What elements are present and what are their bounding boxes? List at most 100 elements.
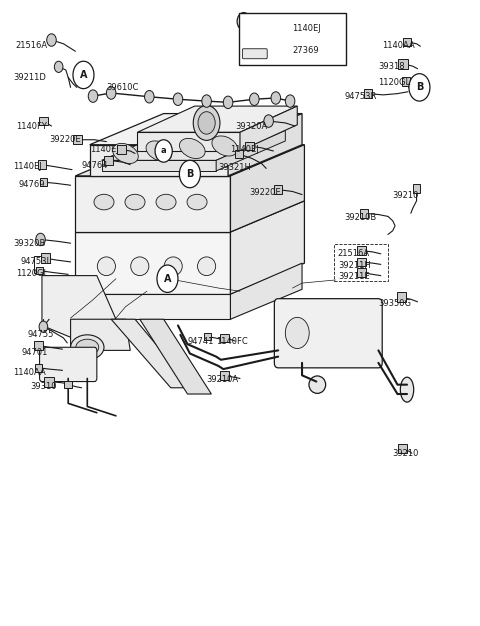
Text: 39210B: 39210B	[344, 213, 376, 222]
FancyBboxPatch shape	[37, 160, 46, 169]
Ellipse shape	[309, 376, 325, 393]
FancyBboxPatch shape	[360, 209, 368, 218]
Ellipse shape	[94, 194, 114, 210]
Polygon shape	[230, 263, 302, 319]
Text: a: a	[161, 146, 167, 155]
Circle shape	[271, 92, 281, 104]
FancyBboxPatch shape	[242, 49, 267, 59]
Ellipse shape	[97, 257, 116, 275]
Circle shape	[223, 96, 233, 108]
FancyBboxPatch shape	[402, 77, 410, 86]
Polygon shape	[42, 275, 116, 344]
Text: 39321H: 39321H	[218, 163, 252, 172]
Polygon shape	[137, 132, 240, 151]
Text: 1120GL: 1120GL	[378, 78, 410, 87]
Circle shape	[36, 233, 45, 245]
Circle shape	[250, 93, 259, 105]
FancyBboxPatch shape	[274, 185, 282, 194]
FancyBboxPatch shape	[36, 267, 43, 274]
Text: 94741: 94741	[188, 337, 214, 346]
Polygon shape	[230, 201, 304, 294]
Text: 1140AA: 1140AA	[382, 41, 415, 49]
Text: 1140AA: 1140AA	[13, 367, 46, 377]
FancyBboxPatch shape	[117, 145, 126, 154]
FancyBboxPatch shape	[235, 150, 243, 158]
FancyBboxPatch shape	[44, 377, 54, 386]
FancyBboxPatch shape	[40, 254, 50, 263]
Text: 39210A: 39210A	[206, 375, 239, 384]
FancyBboxPatch shape	[220, 334, 229, 342]
Polygon shape	[71, 319, 130, 351]
FancyBboxPatch shape	[64, 381, 72, 388]
Polygon shape	[83, 294, 230, 319]
FancyBboxPatch shape	[34, 341, 43, 350]
Text: 94769: 94769	[18, 180, 45, 189]
Text: 1140FY: 1140FY	[16, 121, 47, 131]
Ellipse shape	[400, 377, 414, 402]
FancyBboxPatch shape	[73, 135, 82, 144]
Polygon shape	[111, 319, 192, 387]
Circle shape	[202, 95, 211, 107]
Circle shape	[73, 61, 94, 89]
Text: 39210: 39210	[393, 449, 419, 458]
Polygon shape	[102, 160, 216, 171]
FancyBboxPatch shape	[358, 257, 366, 266]
Ellipse shape	[76, 339, 99, 356]
Ellipse shape	[131, 257, 149, 275]
Text: 39610C: 39610C	[107, 83, 139, 92]
Circle shape	[155, 140, 172, 162]
Text: 94755: 94755	[28, 330, 54, 339]
Ellipse shape	[164, 257, 182, 275]
FancyBboxPatch shape	[403, 38, 411, 46]
Polygon shape	[75, 176, 230, 232]
FancyBboxPatch shape	[243, 24, 251, 32]
Polygon shape	[216, 130, 285, 171]
Text: 94753L: 94753L	[21, 257, 52, 266]
Text: 39211E: 39211E	[338, 272, 370, 280]
Ellipse shape	[146, 141, 172, 161]
Text: A: A	[80, 70, 87, 80]
Ellipse shape	[156, 194, 176, 210]
Text: 21516A: 21516A	[16, 41, 48, 49]
Ellipse shape	[180, 138, 205, 158]
Circle shape	[144, 91, 154, 103]
Text: 39220E: 39220E	[250, 188, 281, 197]
Text: 39320B: 39320B	[13, 239, 46, 248]
Text: B: B	[186, 169, 193, 179]
Circle shape	[264, 115, 274, 127]
Circle shape	[47, 34, 56, 46]
Text: B: B	[416, 83, 423, 93]
Circle shape	[180, 160, 200, 188]
Polygon shape	[75, 232, 230, 294]
Circle shape	[39, 321, 48, 332]
Text: 39350G: 39350G	[378, 299, 411, 307]
Ellipse shape	[113, 143, 138, 163]
Text: 94701: 94701	[22, 348, 48, 357]
Circle shape	[173, 93, 183, 105]
Text: 1140EJ: 1140EJ	[90, 145, 119, 154]
Polygon shape	[90, 113, 302, 145]
Polygon shape	[90, 145, 228, 176]
FancyBboxPatch shape	[398, 59, 408, 69]
FancyBboxPatch shape	[35, 364, 42, 372]
FancyBboxPatch shape	[396, 292, 406, 302]
Circle shape	[237, 13, 251, 30]
FancyBboxPatch shape	[358, 246, 366, 255]
Text: 39211D: 39211D	[13, 73, 46, 82]
Circle shape	[285, 95, 295, 107]
Circle shape	[193, 105, 220, 140]
Circle shape	[157, 265, 178, 292]
FancyBboxPatch shape	[105, 156, 113, 165]
Polygon shape	[240, 106, 297, 151]
Circle shape	[88, 90, 98, 102]
FancyBboxPatch shape	[39, 347, 97, 382]
FancyBboxPatch shape	[245, 141, 254, 150]
Polygon shape	[137, 106, 297, 132]
FancyBboxPatch shape	[39, 178, 47, 186]
Ellipse shape	[71, 335, 104, 360]
Circle shape	[54, 61, 63, 73]
Ellipse shape	[187, 194, 207, 210]
Text: 1140EJ: 1140EJ	[230, 145, 259, 154]
FancyBboxPatch shape	[38, 116, 48, 125]
Text: 1120GL: 1120GL	[16, 269, 48, 278]
